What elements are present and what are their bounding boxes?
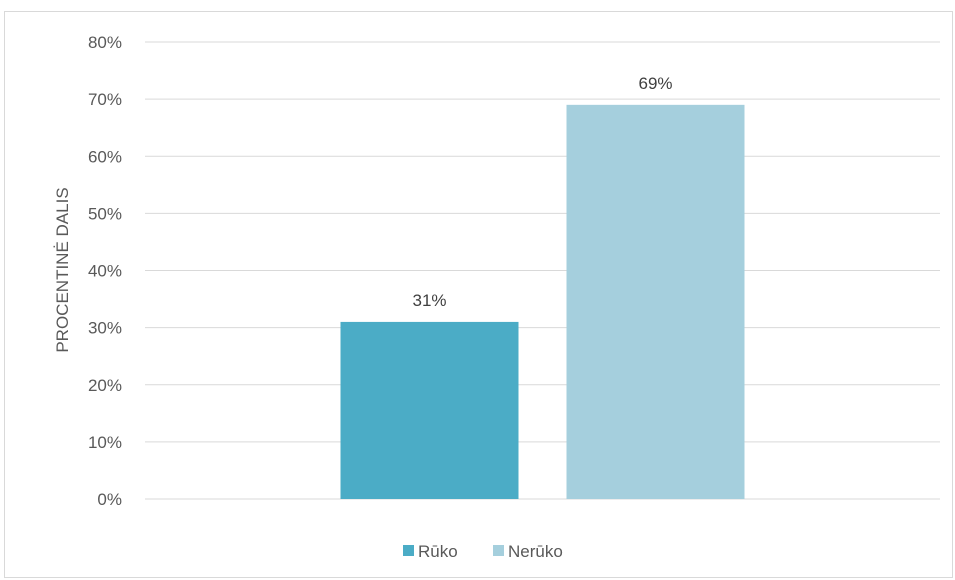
y-tick-label: 40% — [88, 262, 122, 281]
y-tick-label: 80% — [88, 33, 122, 52]
legend-swatch — [493, 545, 504, 556]
data-label: 69% — [638, 74, 672, 93]
data-labels: 31% 69% — [412, 74, 672, 310]
y-tick-label: 70% — [88, 90, 122, 109]
legend-label: Rūko — [418, 542, 458, 561]
y-axis-ticks: 0% 10% 20% 30% 40% 50% 60% 70% 80% — [88, 33, 122, 509]
data-label: 31% — [412, 291, 446, 310]
y-axis-title: PROCENTINĖ DALIS — [53, 187, 72, 352]
y-tick-label: 60% — [88, 147, 122, 166]
bar-neruko — [566, 104, 745, 500]
legend-swatch — [403, 545, 414, 556]
bar-ruko — [340, 321, 519, 499]
y-tick-label: 0% — [97, 490, 122, 509]
legend-label: Nerūko — [508, 542, 563, 561]
y-tick-label: 30% — [88, 319, 122, 338]
y-tick-label: 10% — [88, 433, 122, 452]
y-tick-label: 50% — [88, 204, 122, 223]
y-tick-label: 20% — [88, 376, 122, 395]
legend: Rūko Nerūko — [403, 542, 563, 561]
bars — [340, 104, 745, 500]
gridlines — [145, 41, 940, 500]
